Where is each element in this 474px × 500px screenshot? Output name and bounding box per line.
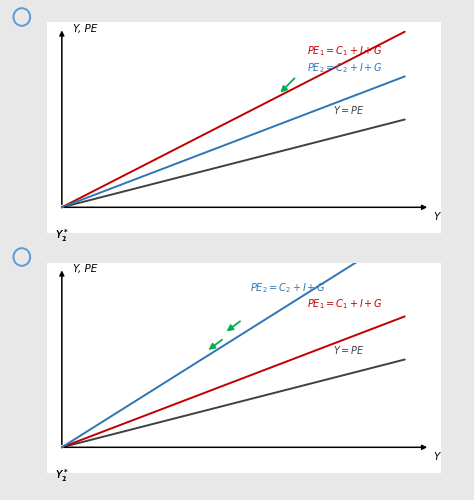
Text: Y: Y	[434, 212, 440, 222]
Text: Y: Y	[434, 452, 440, 462]
Text: $Y_2^*$: $Y_2^*$	[55, 228, 69, 244]
Text: $Y_1^*$: $Y_1^*$	[55, 468, 69, 484]
Text: $PE_2 = C_2 + I + G$: $PE_2 = C_2 + I + G$	[307, 61, 383, 75]
Text: Y, PE: Y, PE	[73, 24, 97, 34]
Text: $Y_1^*$: $Y_1^*$	[55, 228, 69, 244]
Text: $Y = PE$: $Y = PE$	[333, 344, 365, 356]
Text: Y, PE: Y, PE	[73, 264, 97, 274]
Text: $Y = PE$: $Y = PE$	[333, 104, 365, 116]
Text: $PE_2 = C_2 + I + G$: $PE_2 = C_2 + I + G$	[249, 281, 326, 294]
Text: $Y_2^*$: $Y_2^*$	[55, 468, 69, 484]
Text: $PE_1 = C_1 + I + G$: $PE_1 = C_1 + I + G$	[307, 44, 383, 58]
Text: $PE_1 = C_1 + I + G$: $PE_1 = C_1 + I + G$	[307, 298, 383, 312]
